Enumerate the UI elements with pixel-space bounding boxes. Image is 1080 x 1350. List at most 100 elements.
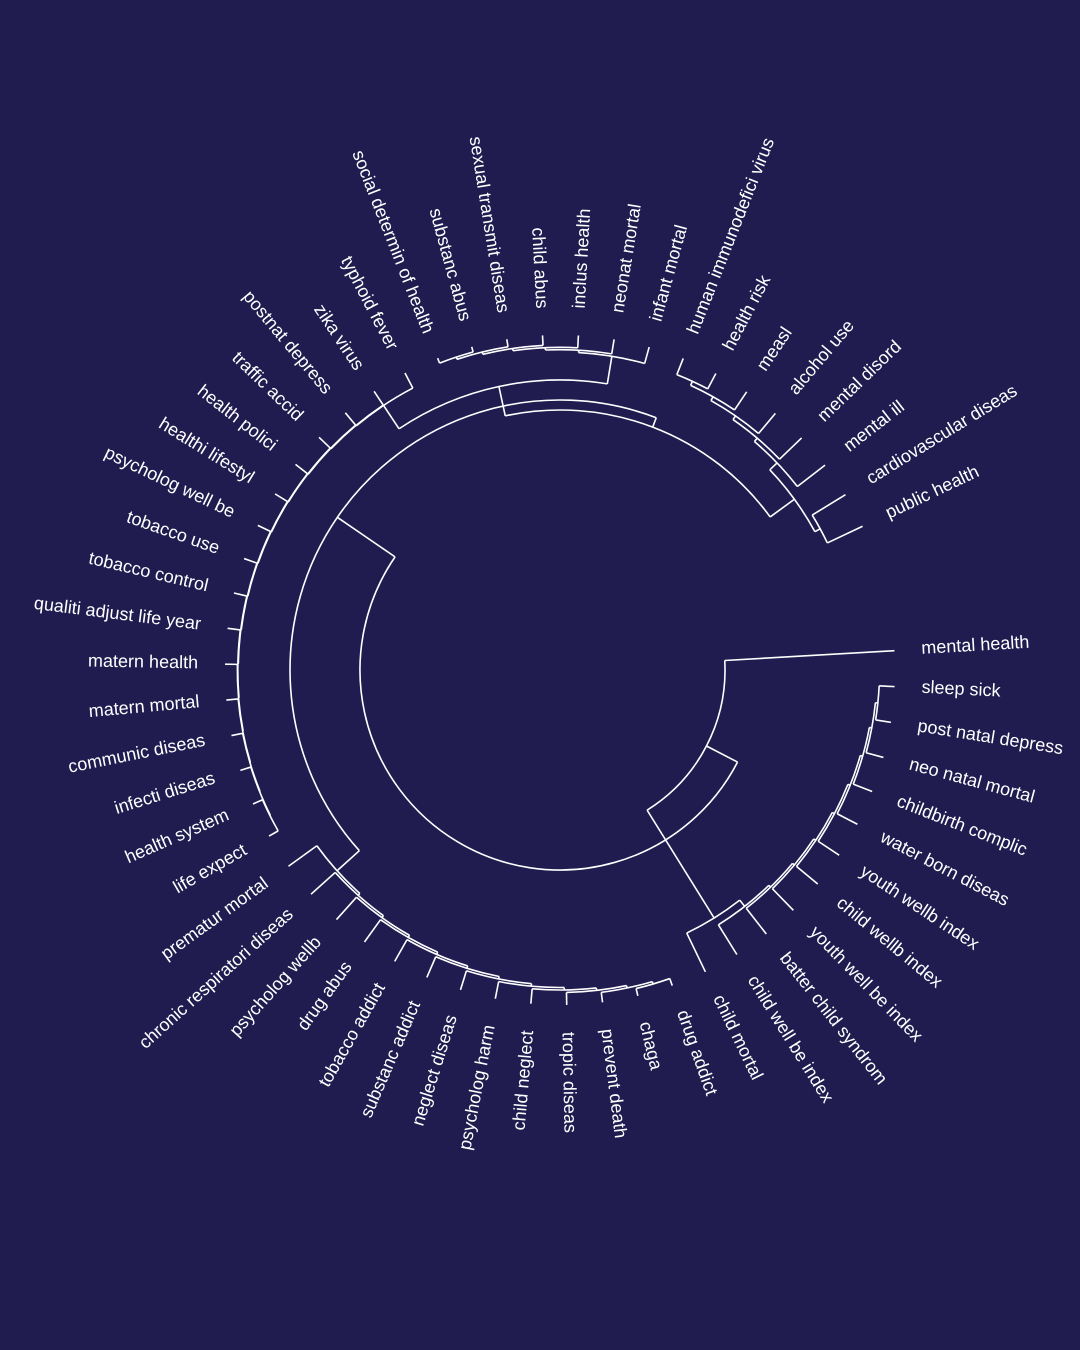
branch-radial-30 [724,649,895,662]
leaf-label: measl [752,323,795,374]
branch-radial-85 [227,627,241,631]
branch-arc-116 [439,351,474,364]
branch-arc-161 [289,399,657,852]
branch-radial-22 [745,907,767,935]
branch-radial-144 [732,415,737,420]
branch-radial-70 [252,799,263,805]
leaf-label: tropic diseas [559,1032,581,1133]
branch-radial-7 [852,783,873,793]
branch-radial-19 [771,888,794,911]
branch-radial-73 [240,766,252,772]
leaf-label: infecti diseas [112,768,217,818]
branch-radial-141 [710,396,714,401]
branch-arc-155 [769,469,816,533]
branch-radial-43 [530,988,533,1004]
branch-radial-69 [268,830,279,837]
leaf-label: drug addict [673,1007,722,1098]
leaf-label: neo natal mortal [907,754,1037,807]
branch-radial-34 [635,988,639,997]
branch-radial-154 [814,528,821,533]
branch-radial-100 [295,463,308,475]
branch-radial-10 [836,813,858,825]
branch-radial-58 [363,919,382,943]
branch-radial-46 [494,981,500,999]
branch-radial-25 [717,924,738,955]
branch-radial-103 [318,436,331,449]
branch-radial-24 [768,884,772,888]
leaf-label: infant mortal [646,223,692,324]
branch-radial-64 [310,871,336,895]
branch-radial-0 [879,685,895,688]
branch-arc-137 [676,373,709,390]
branch-radial-52 [426,956,437,978]
dendrogram-branches [225,335,895,1005]
leaf-label: prevent death [597,1028,631,1140]
branch-radial-163 [336,516,396,558]
branch-radial-106 [344,412,357,426]
branch-radial-124 [576,335,580,348]
branch-radial-37 [600,992,604,1003]
branch-radial-153 [769,462,778,471]
leaf-label: tobacco control [87,548,210,596]
branch-radial-118 [506,339,509,347]
branch-radial-132 [382,405,400,430]
leaf-label: matern health [88,651,198,673]
branch-radial-139 [733,391,748,411]
branch-radial-28 [686,932,707,973]
branch-radial-120 [481,351,484,355]
branch-radial-33 [668,978,674,986]
branch-arc-8 [852,727,871,785]
branch-radial-127 [610,339,615,354]
leaf-label: youth well be index [806,922,927,1046]
branch-radial-135 [676,358,684,375]
branch-radial-1 [875,719,892,724]
branch-radial-114 [436,357,441,364]
branch-radial-151 [827,525,863,544]
leaf-label: child neglect [509,1030,538,1131]
branch-radial-94 [257,524,271,533]
leaf-label: communic diseas [66,730,206,777]
leaf-label: neonat mortal [607,202,645,314]
branch-radial-55 [394,939,408,962]
branch-radial-150 [811,493,846,516]
branch-radial-148 [796,464,826,488]
leaf-label: batter child syndrom [776,948,892,1088]
leaf-label: neglect diseas [408,1012,461,1128]
branch-arc-140 [690,384,735,411]
leaf-label: substanc abus [426,206,476,323]
leaf-label: qualiti adjust life year [33,593,202,634]
branch-radial-79 [226,698,239,701]
leaf-label: child abus [528,227,552,309]
branch-radial-91 [243,557,258,564]
branch-radial-121 [541,335,544,346]
leaf-label: sleep sick [921,677,1002,701]
branch-arc-38 [601,980,653,994]
leaf-label: mental health [921,632,1030,658]
branch-radial-130 [643,346,650,364]
leaf-label: chaga [636,1019,667,1072]
leaf-label: mental ill [840,396,908,455]
branch-radial-97 [274,493,288,503]
leaf-label: inclus health [569,208,594,309]
branch-radial-76 [231,732,243,737]
dendrogram-leaf-labels: mental health sleep sick post natal depres… [33,135,1065,1152]
branch-arc-164 [359,556,739,871]
branch-radial-145 [778,437,803,460]
leaf-label: human immunodefici virus [683,135,779,337]
branch-radial-4 [865,751,884,759]
branch-radial-88 [233,592,248,597]
branch-arc-119 [456,346,509,361]
branch-radial-61 [335,896,358,921]
leaf-label: tobacco use [124,507,222,558]
branch-radial-67 [288,845,318,867]
leaf-label: cardiovascular diseas [863,380,1021,488]
leaf-label: matern mortal [88,691,200,721]
branch-radial-157 [769,498,795,518]
branch-radial-31 [646,809,715,919]
branch-radial-39 [625,985,628,989]
leaf-label: psycholog harm [454,1023,498,1152]
branch-radial-112 [404,372,414,389]
branch-radial-21 [792,862,795,866]
branch-radial-162 [706,745,738,763]
